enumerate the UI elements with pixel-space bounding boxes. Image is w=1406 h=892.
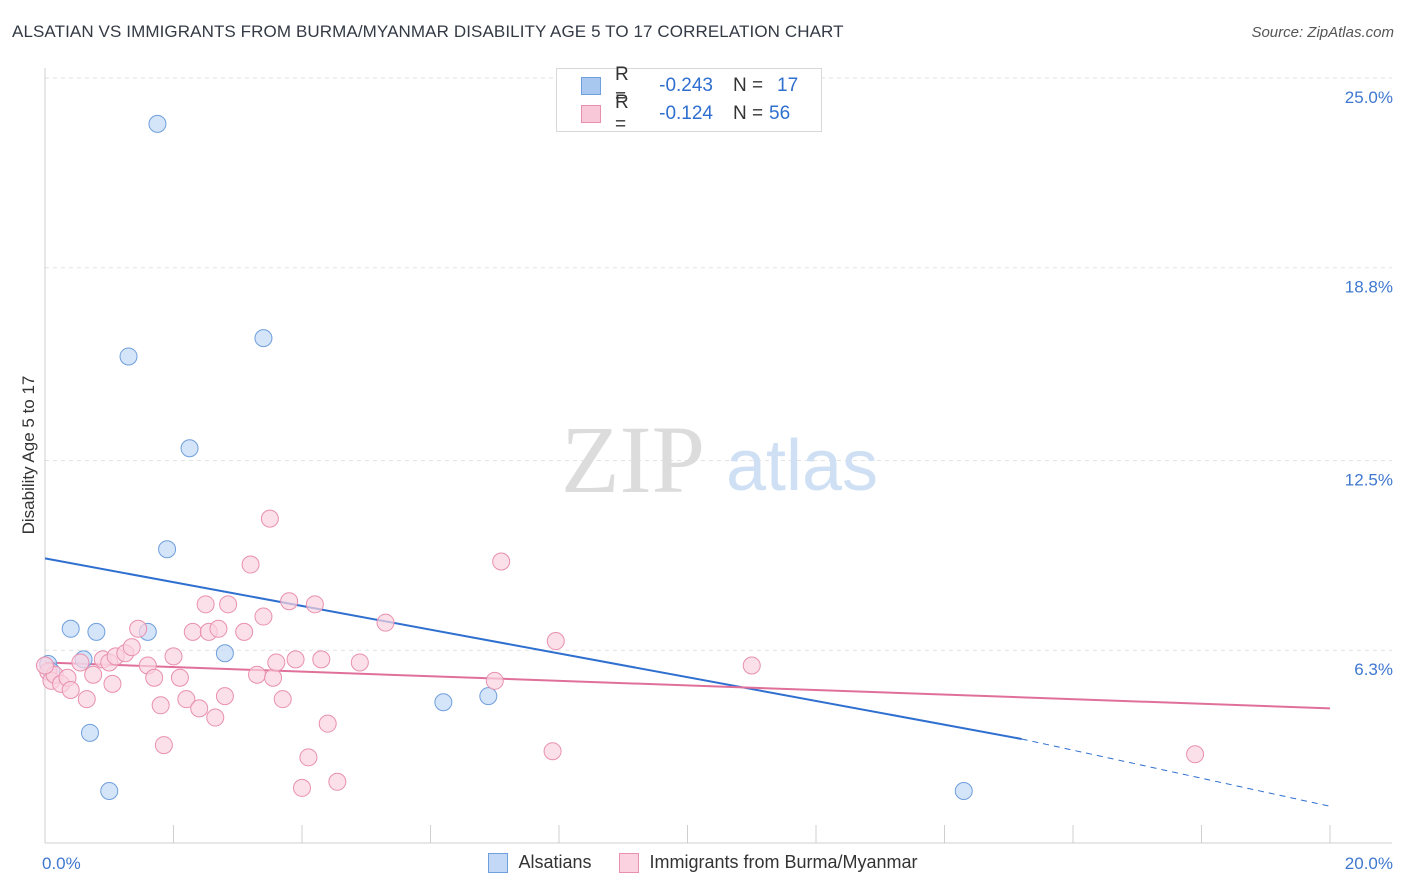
burma-point <box>273 690 292 709</box>
alsatian-point <box>434 693 453 712</box>
burma-point <box>183 622 202 641</box>
burma-point <box>350 653 369 672</box>
chart-title: ALSATIAN VS IMMIGRANTS FROM BURMA/MYANMA… <box>12 22 844 41</box>
legend-item-alsatians[interactable]: Alsatians <box>488 852 591 873</box>
burma-point <box>492 552 511 571</box>
y-tick-label: 18.8% <box>1345 278 1393 297</box>
watermark-zip: ZIP <box>561 406 705 513</box>
burma-point <box>71 653 90 672</box>
burma-point <box>248 665 267 684</box>
alsatian-point <box>119 347 138 366</box>
alsatian-point <box>254 329 273 348</box>
legend-item-burma[interactable]: Immigrants from Burma/Myanmar <box>619 852 918 873</box>
burma-point <box>190 699 209 718</box>
burma-point <box>103 674 122 693</box>
burma-point <box>36 656 54 675</box>
burma-point <box>280 592 299 611</box>
burma-point <box>170 668 189 687</box>
burma-point <box>209 619 228 638</box>
burma-point <box>219 595 238 614</box>
burma-point <box>546 632 565 651</box>
burma-point <box>318 714 337 733</box>
legend-row-alsatians: R = -0.243 N = 17 <box>581 64 799 107</box>
y-tick-label: 12.5% <box>1345 471 1393 490</box>
n-value: 17 <box>777 75 799 96</box>
legend-swatch-burma <box>581 105 601 123</box>
burma-point <box>305 595 324 614</box>
tick-labels: 6.3% 12.5% 18.8% 25.0% 0.0% 20.0% <box>42 88 1393 873</box>
legend-row-burma: R = -0.124 N = 56 <box>581 92 791 135</box>
burma-point <box>84 665 103 684</box>
burma-point <box>254 607 273 626</box>
burma-point <box>177 690 196 709</box>
alsatian-trend-line <box>44 557 1022 740</box>
burma-point <box>1186 745 1205 764</box>
burma-point <box>145 668 164 687</box>
burma-point <box>77 690 96 709</box>
burma-point <box>151 696 170 715</box>
alsatian-point <box>954 781 973 800</box>
trend-lines <box>44 557 1331 807</box>
burma-point <box>485 671 504 690</box>
burma-point <box>154 736 173 755</box>
burma-point <box>742 656 761 675</box>
alsatian-trend-extension <box>1021 738 1331 807</box>
burma-point <box>215 687 234 706</box>
n-value: 56 <box>769 103 791 124</box>
axes <box>44 68 1392 844</box>
alsatian-point <box>80 723 99 742</box>
r-value: -0.243 <box>659 75 713 96</box>
alsatian-point <box>148 114 167 133</box>
y-tick-label: 25.0% <box>1345 88 1393 107</box>
y-axis-label: Disability Age 5 to 17 <box>19 376 38 535</box>
burma-point <box>376 613 395 632</box>
burma-point <box>235 622 254 641</box>
alsatian-point <box>479 687 498 706</box>
burma-point <box>286 650 305 669</box>
alsatian-point <box>180 439 199 458</box>
x-tick-label: 0.0% <box>42 854 81 873</box>
alsatian-point <box>215 644 234 663</box>
burma-point <box>328 772 347 791</box>
burma-point <box>241 555 260 574</box>
r-label: R = <box>615 92 629 135</box>
burma-point <box>129 619 148 638</box>
burma-point <box>264 668 283 687</box>
burma-point <box>267 653 286 672</box>
burma-point <box>299 748 318 767</box>
burma-point <box>543 742 562 761</box>
y-tick-label: 6.3% <box>1354 660 1393 679</box>
stats-legend: R = -0.243 N = 17 R = -0.124 N = 56 <box>556 64 822 135</box>
r-value: -0.124 <box>659 103 713 124</box>
n-label: N = <box>733 75 764 96</box>
burma-trend-line <box>44 661 1331 710</box>
watermark: ZIP atlas <box>561 406 878 513</box>
burma-point <box>61 681 80 699</box>
n-label: N = <box>733 103 764 124</box>
burma-point <box>293 778 311 797</box>
legend-label-alsatians: Alsatians <box>518 852 592 872</box>
legend-swatch-alsatians <box>488 852 509 873</box>
alsatian-point <box>158 540 177 559</box>
alsatian-point <box>100 781 119 800</box>
burma-point <box>260 509 279 528</box>
r-label: R = <box>615 64 629 107</box>
alsatian-point <box>87 622 106 641</box>
legend-swatch-alsatians <box>581 77 601 95</box>
source-label: Source: ZipAtlas.com <box>1251 24 1394 41</box>
legend-label-burma: Immigrants from Burma/Myanmar <box>649 852 918 872</box>
legend-swatch-burma <box>619 852 640 873</box>
burma-point <box>312 650 331 669</box>
data-points <box>36 114 1205 800</box>
watermark-atlas: atlas <box>726 426 878 506</box>
burma-point <box>164 647 183 666</box>
x-tick-label: 20.0% <box>1345 854 1393 873</box>
burma-point <box>206 708 225 727</box>
alsatian-point <box>61 619 80 638</box>
series-legend: Alsatians Immigrants from Burma/Myanmar <box>0 852 1406 873</box>
gridlines <box>45 77 1392 651</box>
burma-point <box>122 638 141 657</box>
burma-point <box>196 595 215 614</box>
